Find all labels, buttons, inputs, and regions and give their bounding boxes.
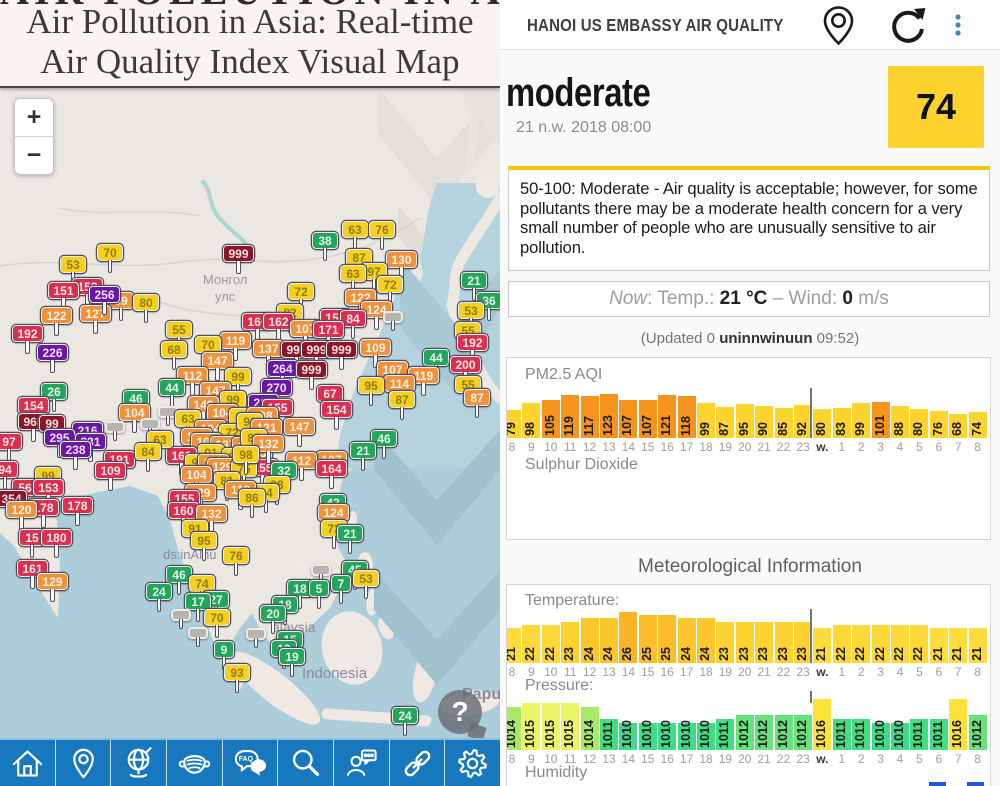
svg-text:FAQ: FAQ [238,755,253,762]
